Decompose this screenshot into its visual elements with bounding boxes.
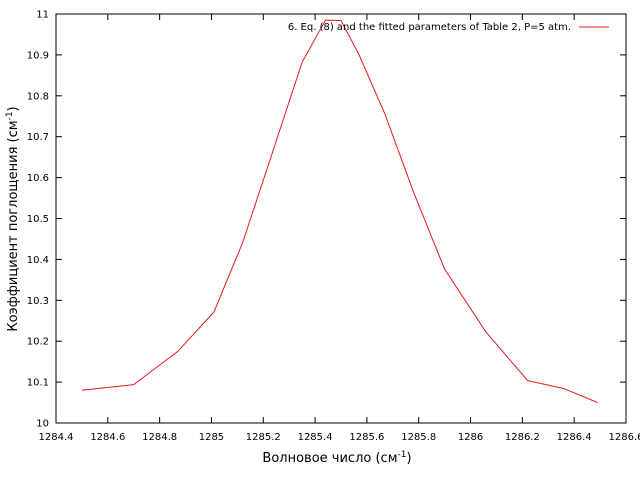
- plot-frame: [55, 13, 627, 424]
- x-tick-label: 1286.4: [557, 432, 592, 443]
- y-tick-label: 10.6: [27, 173, 49, 184]
- y-tick-labels: 10 10.1 10.2 10.3 10.4 10.5 10.6 10.7 10.8 10.9 11: [27, 10, 49, 430]
- y-tick-label: 10.4: [27, 255, 49, 266]
- y-tick-label: 10.5: [27, 214, 49, 225]
- y-axis-title-end: ): [6, 106, 21, 111]
- x-axis-title: Волновое число (см-1): [262, 450, 411, 466]
- x-tick-label: 1285.2: [246, 432, 281, 443]
- x-tick-labels: 1284.4 1284.6 1284.8 1285 1285.2 1285.4 1285.6…: [39, 432, 640, 443]
- y-tick-label: 10.1: [27, 378, 49, 389]
- series-line: [81, 19, 598, 403]
- x-tick-label: 1284.4: [39, 432, 74, 443]
- y-axis-title: Коэффициент поглощения (см-1): [5, 106, 21, 331]
- x-tick-label: 1285.6: [349, 432, 384, 443]
- y-axis-title-superscript: -1: [5, 111, 15, 120]
- x-tick-label: 1285.8: [401, 432, 436, 443]
- x-tick-label: 1284.6: [90, 432, 125, 443]
- y-tick-label: 10.8: [27, 91, 49, 102]
- x-tick-label: 1286: [458, 432, 483, 443]
- x-axis-title-end: ): [406, 451, 411, 466]
- x-axis-title-superscript: -1: [398, 450, 407, 460]
- x-tick-label: 1285: [199, 432, 224, 443]
- x-tick-label: 1286.2: [505, 432, 540, 443]
- y-tick-label: 10.9: [27, 50, 49, 61]
- legend-entry-label: 6. Eq. (8) and the fitted parameters of …: [288, 22, 571, 33]
- x-tick-label: 1285.4: [298, 432, 333, 443]
- y-tick-label: 10.3: [27, 296, 49, 307]
- y-tick-label: 10: [36, 419, 49, 430]
- axis-ticks: [55, 13, 627, 424]
- y-tick-label: 10.7: [27, 132, 49, 143]
- x-tick-label: 1286.6: [609, 432, 640, 443]
- y-tick-label: 11: [36, 10, 49, 21]
- x-tick-label: 1284.8: [142, 432, 177, 443]
- y-tick-label: 10.2: [27, 337, 49, 348]
